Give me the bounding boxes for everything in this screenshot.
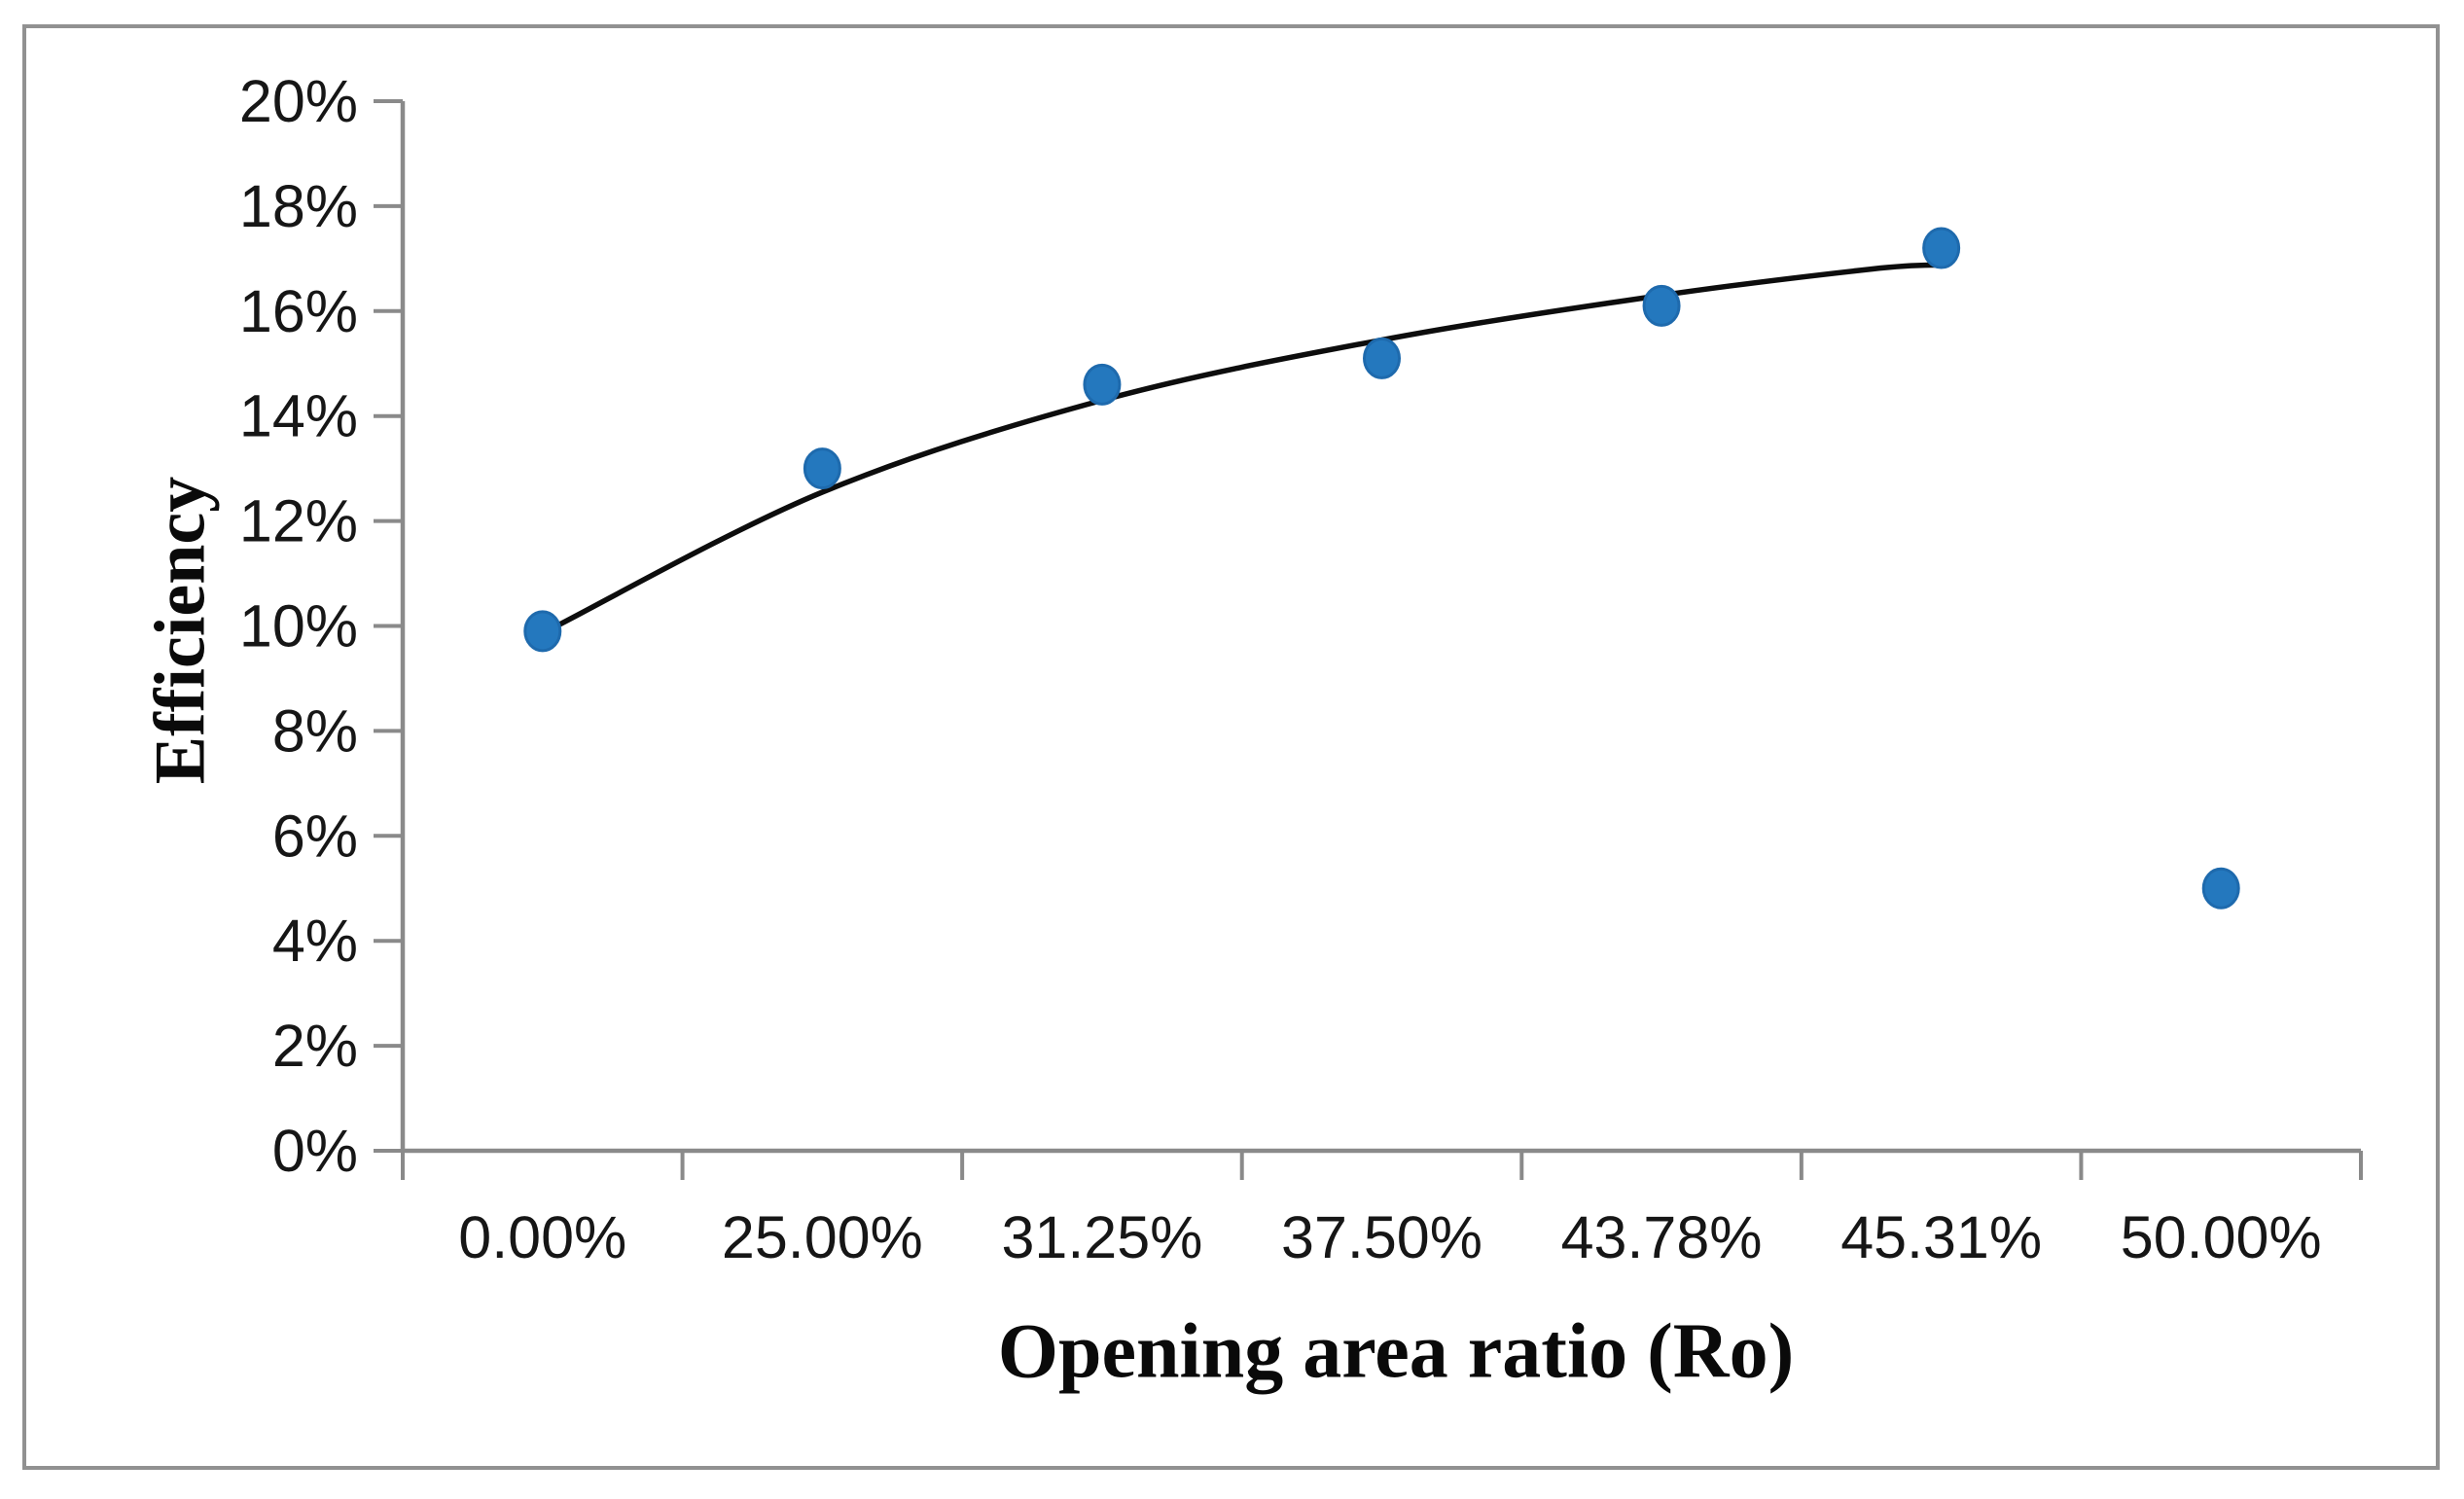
y-tick-label: 10% — [239, 593, 358, 660]
trend-line — [554, 262, 1945, 629]
y-tick-label: 0% — [272, 1118, 358, 1184]
x-axis-title: Opening area ratio (Ro) — [997, 1308, 1795, 1395]
y-axis-title: Efficiency — [140, 476, 221, 785]
y-tick-label: 20% — [239, 68, 358, 134]
y-tick-label: 12% — [239, 488, 358, 554]
y-tick-label: 4% — [272, 908, 358, 974]
y-tick-label: 18% — [239, 173, 358, 239]
y-tick-label: 14% — [239, 383, 358, 449]
x-tick-label: 0.00% — [458, 1204, 626, 1270]
data-point — [803, 447, 841, 490]
x-tick-label: 50.00% — [2121, 1204, 2322, 1270]
data-point — [1922, 227, 1961, 269]
data-point — [523, 610, 562, 653]
y-tick-label: 16% — [239, 278, 358, 344]
y-tick-label: 6% — [272, 803, 358, 869]
y-tick-label: 8% — [272, 697, 358, 764]
data-point — [1363, 337, 1401, 379]
x-tick-label: 31.25% — [1001, 1204, 1202, 1270]
x-tick-label: 43.78% — [1561, 1204, 1763, 1270]
data-point — [2201, 867, 2240, 910]
x-tick-label: 25.00% — [722, 1204, 923, 1270]
x-tick-label: 45.31% — [1840, 1204, 2042, 1270]
x-tick-label: 37.50% — [1281, 1204, 1482, 1270]
data-point — [1083, 363, 1122, 406]
data-point — [1642, 284, 1681, 327]
figure-border — [22, 24, 2440, 1470]
y-tick-label: 2% — [272, 1013, 358, 1079]
